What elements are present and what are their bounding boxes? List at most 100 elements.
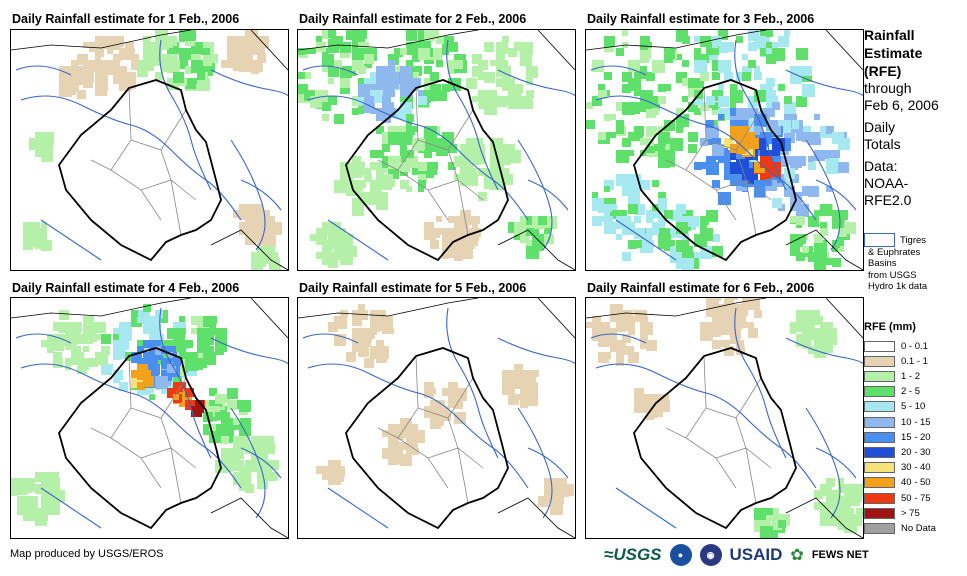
rainfall-cell: [251, 448, 262, 459]
rainfall-cell: [736, 72, 745, 81]
rainfall-cell: [730, 304, 737, 311]
map-panel-feb4: [10, 297, 289, 539]
rainfall-cell: [251, 258, 262, 269]
rainfall-cell: [718, 60, 731, 73]
rainfall-cell: [724, 346, 734, 356]
rainfall-cell: [400, 144, 407, 151]
rainfall-cell: [742, 54, 748, 60]
rainfall-cell: [796, 252, 805, 261]
rainfall-cell: [328, 30, 336, 38]
rainfall-cell: [203, 66, 213, 76]
rainfall-cell: [113, 54, 121, 62]
rainfall-cell: [442, 84, 450, 92]
rainfall-cell: [161, 370, 172, 381]
rainfall-cell: [257, 478, 268, 489]
rainfall-cell: [592, 60, 604, 72]
rainfall-cell: [167, 54, 178, 65]
rainfall-cell: [245, 30, 257, 42]
rainfall-cell: [137, 382, 145, 390]
rainfall-cell: [478, 192, 487, 201]
rainfall-cell: [550, 478, 559, 487]
rainfall-cell: [508, 394, 519, 405]
rainfall-cell: [712, 310, 718, 316]
rainfall-cell: [514, 42, 523, 51]
rainfall-cell: [364, 168, 371, 175]
rainfall-cell: [472, 156, 481, 165]
rainfall-cell: [682, 258, 694, 270]
rainfall-cell: [634, 90, 640, 96]
rainfall-cell: [796, 322, 806, 332]
panel-title-4: Daily Rainfall estimate for 4 Feb., 2006: [12, 281, 240, 295]
rainfall-cell: [233, 448, 244, 459]
rainfall-cell: [412, 424, 418, 430]
rainfall-cell: [712, 36, 722, 46]
rainfall-cell: [71, 322, 82, 333]
rfe-class-swatch: [864, 507, 895, 519]
rainfall-cell: [748, 328, 758, 338]
rainfall-cell: [472, 216, 480, 224]
rainfall-cell: [233, 460, 244, 471]
rainfall-cell: [185, 388, 194, 397]
rainfall-cell: [436, 144, 448, 156]
rainfall-cell: [161, 358, 172, 369]
rainfall-cell: [167, 388, 177, 398]
rainfall-cell: [484, 168, 492, 176]
rainfall-cell: [802, 126, 811, 135]
rainfall-cell: [119, 340, 129, 350]
rfe-class-swatch: [864, 370, 895, 382]
rainfall-cell: [622, 322, 631, 331]
map-panel-feb3: [585, 29, 864, 271]
rainfall-cell: [754, 126, 763, 135]
rainfall-cell: [191, 316, 200, 325]
rainfall-cell: [508, 222, 519, 233]
rainfall-cell: [358, 192, 367, 201]
map-svg: [11, 298, 288, 538]
rainfall-cell: [658, 216, 666, 224]
rainfall-cell: [712, 246, 723, 257]
rainfall-cell: [616, 150, 629, 163]
rainfall-cell: [526, 90, 534, 98]
rainfall-cell: [436, 406, 442, 412]
rainfall-cell: [460, 210, 471, 221]
rainfall-cell: [634, 126, 644, 136]
rainfall-cell: [298, 48, 305, 55]
basin-text-2: & Euphrates: [868, 246, 921, 258]
basin-boundary: [615, 487, 677, 529]
rainfall-cell: [173, 382, 183, 392]
rainfall-cell: [197, 340, 210, 353]
rainfall-cell: [634, 132, 643, 141]
rainfall-cell: [622, 30, 628, 36]
basin-boundary: [302, 333, 359, 344]
rainfall-cell: [370, 108, 376, 114]
rainfall-cell: [364, 328, 375, 339]
rainfall-cell: [826, 328, 837, 339]
rainfall-cell: [41, 502, 53, 514]
rainfall-cell: [119, 382, 128, 391]
rainfall-cell: [772, 162, 781, 171]
rainfall-cell: [736, 316, 746, 326]
rainfall-cell: [604, 322, 610, 328]
rainfall-cell: [622, 72, 632, 82]
map-credit: Map produced by USGS/EROS: [10, 548, 164, 560]
rainfall-cell: [628, 132, 637, 141]
rainfall-cell: [694, 48, 701, 55]
rainfall-cell: [298, 72, 305, 79]
rainfall-cell: [334, 466, 345, 477]
basin-boundary: [240, 447, 282, 479]
rainfall-cell: [376, 108, 389, 121]
rainfall-cell: [382, 102, 390, 110]
rainfall-cell: [700, 54, 708, 62]
rainfall-cell: [526, 382, 538, 394]
rainfall-cell: [406, 186, 412, 192]
rainfall-cell: [215, 328, 227, 340]
rainfall-cell: [736, 340, 744, 348]
rainfall-cell: [676, 120, 684, 128]
rainfall-cell: [496, 96, 507, 107]
rainfall-cell: [131, 310, 138, 317]
rainfall-cell: [388, 436, 399, 447]
rainfall-cell: [382, 430, 389, 437]
rainfall-cell: [448, 144, 457, 153]
rainfall-cell: [466, 240, 475, 249]
rainfall-cell: [652, 144, 659, 151]
rainfall-cell: [364, 102, 375, 113]
